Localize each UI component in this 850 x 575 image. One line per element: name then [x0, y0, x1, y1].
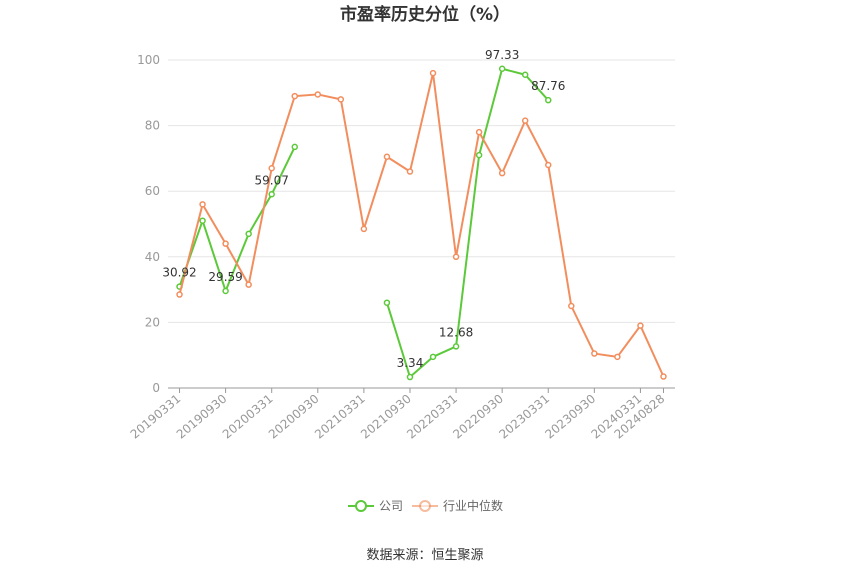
data-point — [521, 117, 529, 124]
y-tick-label: 20 — [145, 315, 160, 329]
x-tick-label: 20190331 — [128, 392, 184, 442]
data-point — [268, 164, 275, 172]
legend-label: 公司 — [379, 499, 403, 513]
source-note: 数据来源：恒生聚源 — [366, 548, 483, 563]
data-label: 3.34 — [397, 356, 424, 370]
y-tick-label: 100 — [137, 53, 160, 67]
data-point — [245, 230, 252, 238]
y-tick-label: 40 — [145, 250, 160, 264]
data-point — [268, 191, 275, 198]
x-tick-label: 20210930 — [358, 392, 414, 442]
data-point — [245, 281, 252, 288]
data-point — [383, 299, 391, 306]
data-point — [383, 153, 391, 161]
data-label: 87.76 — [531, 79, 565, 93]
data-label: 30.92 — [162, 266, 196, 280]
data-point — [176, 291, 183, 298]
data-point — [475, 128, 483, 136]
legend-label: 行业中位数 — [443, 498, 503, 513]
legend-item-company[interactable]: 公司 — [348, 499, 403, 513]
data-point — [222, 287, 229, 295]
legend-item-industry-median[interactable]: 行业中位数 — [412, 498, 503, 513]
y-tick-label: 60 — [145, 184, 160, 198]
data-point — [406, 168, 414, 175]
data-point — [591, 350, 598, 357]
data-point — [545, 96, 552, 104]
x-tick-label: 20230930 — [542, 392, 598, 442]
data-point — [314, 91, 322, 98]
series-industry-median — [176, 69, 667, 380]
data-point — [291, 143, 298, 151]
y-tick-label: 0 — [152, 381, 160, 395]
data-label: 12.68 — [439, 325, 473, 339]
data-point — [545, 161, 552, 169]
series-company — [176, 65, 552, 381]
data-point — [429, 69, 437, 77]
x-tick-label: 20210331 — [312, 392, 368, 442]
data-point — [429, 353, 437, 361]
data-point — [337, 96, 345, 103]
x-tick-label: 20220331 — [404, 392, 460, 442]
series-line — [178, 72, 665, 377]
data-point — [498, 65, 506, 73]
data-point — [406, 373, 414, 381]
x-axis: 2019033120190930202003312020093020210331… — [128, 387, 675, 442]
grid-lines — [168, 59, 675, 323]
data-labels: 30.92 29.59 59.07 3.34 12.68 97.33 87.76 — [162, 48, 565, 370]
legend[interactable]: 公司 行业中位数 — [348, 498, 503, 513]
y-axis: 0 20 40 60 80 100 — [137, 53, 160, 395]
data-label: 97.33 — [485, 48, 519, 62]
data-label: 59.07 — [255, 173, 289, 187]
data-point — [475, 151, 483, 159]
data-label: 29.59 — [208, 270, 242, 284]
data-point — [637, 322, 644, 329]
data-point — [498, 169, 506, 177]
series-line — [385, 67, 549, 379]
series-layer — [176, 65, 667, 381]
chart-title: 市盈率历史分位（%） — [340, 4, 510, 25]
data-point — [614, 353, 621, 361]
data-point — [291, 92, 298, 100]
data-point — [222, 240, 229, 247]
data-point — [568, 302, 575, 310]
legend-marker — [419, 500, 431, 512]
data-point — [452, 343, 460, 350]
x-tick-label: 20200930 — [266, 392, 322, 442]
data-point — [199, 217, 206, 224]
data-point — [452, 253, 460, 261]
data-point — [660, 373, 667, 380]
data-point — [521, 71, 529, 79]
y-tick-label: 80 — [145, 119, 160, 133]
legend-marker — [355, 500, 367, 512]
data-point — [199, 201, 206, 208]
x-tick-label: 20190930 — [174, 392, 230, 442]
x-tick-label: 20220930 — [450, 392, 506, 442]
x-tick-label: 20200331 — [220, 392, 276, 442]
data-point — [360, 225, 368, 233]
x-tick-label: 20230331 — [496, 392, 552, 442]
